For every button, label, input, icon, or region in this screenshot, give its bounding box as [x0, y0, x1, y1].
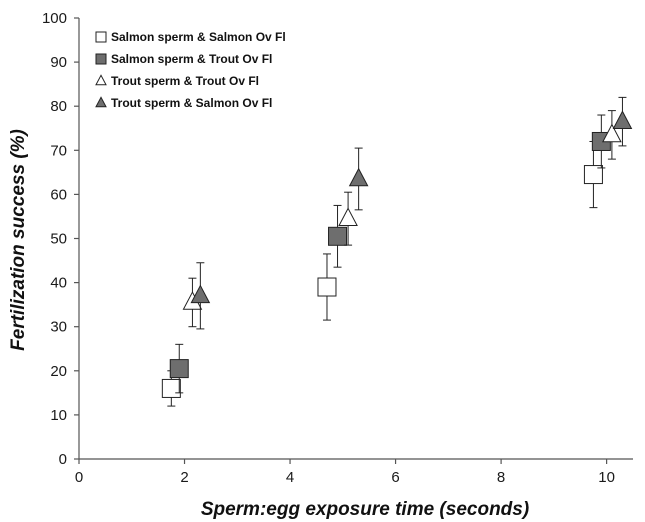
y-axis-title: Fertilization success (%) — [8, 129, 29, 351]
legend-marker — [95, 96, 107, 108]
legend-marker — [95, 74, 107, 86]
x-tick-label: 2 — [180, 469, 188, 486]
y-tick-label: 40 — [50, 275, 67, 292]
y-tick-label: 60 — [50, 186, 67, 203]
y-tick-label: 10 — [50, 407, 67, 424]
y-tick-label: 20 — [50, 363, 67, 380]
legend-label: Salmon sperm & Salmon Ov Fl — [111, 30, 286, 44]
data-point — [190, 284, 211, 304]
tick-labels: 0 10 20 30 40 50 60 70 80 90 100 0 2 4 6 8 10 — [42, 10, 615, 486]
x-tick-label: 0 — [75, 469, 83, 486]
y-tick-label: 90 — [50, 54, 67, 71]
legend-marker — [95, 31, 107, 43]
data-point — [348, 167, 369, 187]
y-tick-label: 30 — [50, 319, 67, 336]
data-point — [583, 165, 603, 185]
y-tick-label: 80 — [50, 98, 67, 115]
legend: Salmon sperm & Salmon Ov Fl Salmon sperm … — [95, 30, 286, 110]
data-point — [612, 110, 633, 129]
series-2 — [169, 114, 611, 394]
x-axis-title: Sperm:egg exposure time (seconds) — [201, 499, 529, 520]
legend-entry: Salmon sperm & Salmon Ov Fl — [95, 30, 286, 44]
data-point — [169, 359, 189, 379]
legend-entry: Salmon sperm & Trout Ov Fl — [95, 52, 272, 66]
data-point — [161, 378, 181, 398]
data-point — [328, 226, 348, 246]
x-tick-label: 10 — [598, 469, 615, 486]
y-tick-label: 70 — [50, 142, 67, 159]
x-tick-label: 4 — [286, 469, 294, 486]
legend-label: Salmon sperm & Trout Ov Fl — [111, 52, 272, 66]
legend-label: Trout sperm & Trout Ov Fl — [111, 74, 259, 88]
y-tick-label: 50 — [50, 231, 67, 248]
series-1 — [161, 140, 603, 407]
data-points — [161, 96, 633, 407]
data-point — [317, 277, 337, 297]
series-4 — [190, 96, 633, 330]
series-3 — [182, 110, 622, 328]
axes — [74, 17, 633, 464]
data-point — [338, 207, 358, 226]
legend-marker — [95, 53, 107, 65]
x-tick-label: 8 — [497, 469, 505, 486]
y-tick-label: 100 — [42, 10, 67, 27]
data-point — [602, 123, 622, 143]
legend-entry: Trout sperm & Salmon Ov Fl — [95, 96, 272, 110]
x-tick-label: 6 — [391, 469, 399, 486]
legend-entry: Trout sperm & Trout Ov Fl — [95, 74, 259, 88]
y-tick-label: 0 — [59, 451, 67, 468]
legend-label: Trout sperm & Salmon Ov Fl — [111, 96, 272, 110]
